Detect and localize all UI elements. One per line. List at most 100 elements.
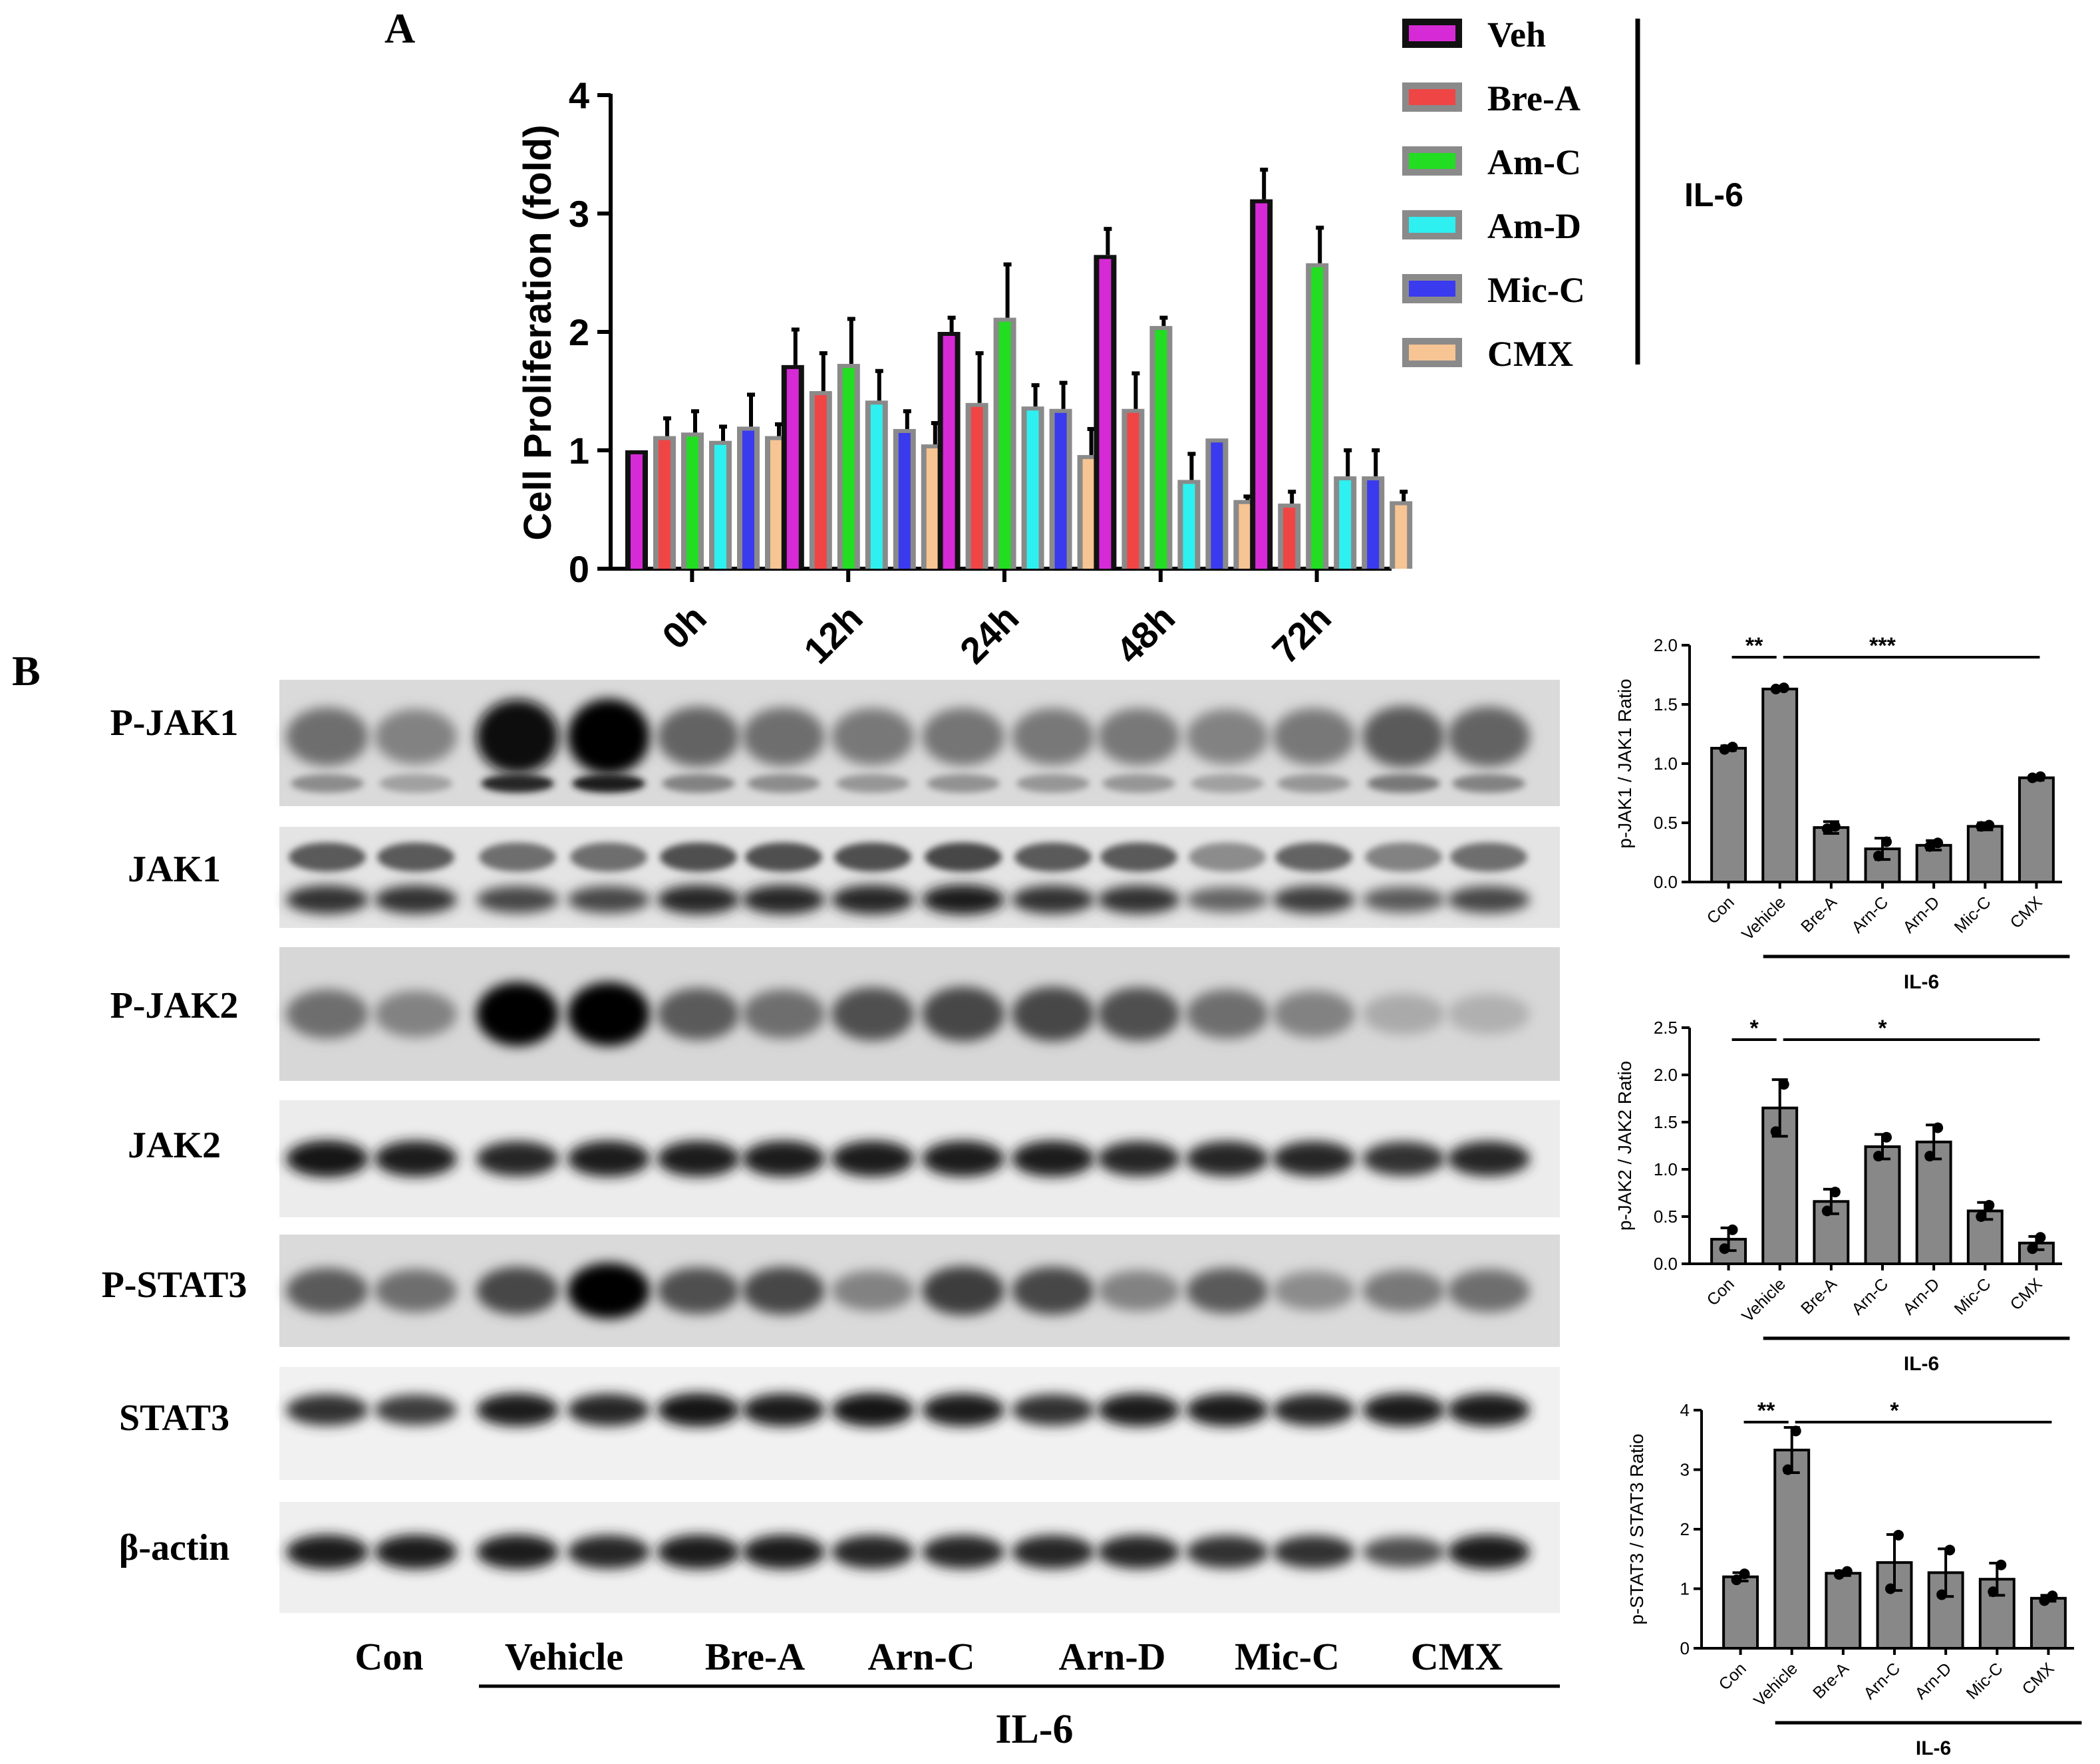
blot-band-upper xyxy=(925,842,1002,872)
ratio-bar-arn-d xyxy=(1915,837,1952,883)
x-tick-label: Bre-A xyxy=(1809,1659,1853,1702)
blot-band xyxy=(657,1535,740,1570)
blot-band xyxy=(286,707,369,766)
blot-band xyxy=(567,1262,650,1319)
blot-band xyxy=(1362,1270,1445,1312)
y-tick-label: 1 xyxy=(569,430,589,472)
data-point xyxy=(1719,744,1730,755)
blot-band xyxy=(476,1393,559,1427)
blot-strip-p-jak2 xyxy=(279,947,1560,1081)
y-tick-label: 3 xyxy=(1680,1460,1690,1480)
data-point xyxy=(1893,1529,1904,1541)
blot-band xyxy=(742,707,825,766)
bar-bre-a-24h xyxy=(965,351,988,569)
bar-mic-c-0h xyxy=(737,392,760,569)
data-point xyxy=(1936,1589,1948,1600)
legend-item-bre-a: Bre-A xyxy=(1402,78,1580,118)
data-point xyxy=(1932,1122,1944,1133)
ratio-bar xyxy=(1825,1572,1862,1650)
bar-fill xyxy=(1054,412,1067,569)
ratio-bar xyxy=(1773,1448,1811,1650)
y-tick-label: 4 xyxy=(1680,1400,1690,1420)
blot-row-label: JAK2 xyxy=(128,1125,221,1166)
blot-band-lower xyxy=(836,774,909,793)
blot-band xyxy=(831,708,914,766)
y-tick-label: 0 xyxy=(1680,1638,1690,1658)
blot-band xyxy=(1362,1141,1445,1176)
data-point xyxy=(2047,1590,2058,1602)
bar-fill xyxy=(1155,330,1167,569)
data-point xyxy=(1778,682,1789,694)
blot-band-lower xyxy=(662,774,735,793)
ratio-bar-arn-c xyxy=(1876,1529,1913,1650)
blot-band xyxy=(742,1266,825,1315)
data-point xyxy=(1988,1586,1999,1597)
legend-item-cmx: CMX xyxy=(1402,334,1573,374)
blot-band xyxy=(1098,1141,1180,1177)
y-tick-label: 4 xyxy=(569,74,589,116)
data-point xyxy=(2035,771,2046,782)
blot-band xyxy=(1273,885,1355,914)
bar-fill xyxy=(1339,480,1352,569)
bar-am-d-0h xyxy=(709,424,732,569)
y-axis-label: p-JAK1 / JAK1 Ratio xyxy=(1614,678,1635,848)
blot-band xyxy=(922,1535,1004,1569)
blot-band xyxy=(657,988,740,1040)
y-tick-label: 3 xyxy=(569,193,589,235)
blot-band xyxy=(1447,706,1530,767)
blot-band xyxy=(1273,1270,1355,1311)
bar-fill xyxy=(870,404,883,569)
legend-swatch xyxy=(1409,25,1455,41)
data-point xyxy=(1739,1568,1750,1580)
blot-strip-jak2 xyxy=(279,1100,1560,1217)
blot-group-label: Bre-A xyxy=(705,1635,805,1678)
blot-band xyxy=(375,1535,457,1570)
y-tick-label: 1.5 xyxy=(1654,694,1678,714)
bar-fill xyxy=(1367,480,1380,569)
y-tick-label: 0.5 xyxy=(1654,1207,1678,1227)
blot-band xyxy=(1362,993,1445,1035)
ratio-bar-arn-c xyxy=(1864,836,1901,884)
data-point xyxy=(1924,841,1936,852)
blot-group-label: CMX xyxy=(1411,1635,1503,1678)
blot-band xyxy=(375,990,457,1038)
data-point xyxy=(1829,821,1841,832)
blot-band xyxy=(1012,708,1094,766)
bar-fill xyxy=(786,368,799,569)
y-tick-label: 0.0 xyxy=(1654,1254,1678,1274)
bar-cmx-72h xyxy=(1390,490,1413,569)
blot-band xyxy=(375,1141,457,1177)
il6-bracket-label: IL-6 xyxy=(995,1707,1073,1752)
ratio-bar-mic-c xyxy=(1978,1559,2016,1650)
blot-band xyxy=(657,885,740,915)
blot-band xyxy=(742,989,825,1039)
data-point xyxy=(1924,1151,1936,1162)
group-label: IL-6 xyxy=(1916,1737,1951,1759)
group-label: IL-6 xyxy=(1904,1353,1939,1375)
y-axis-label: p-JAK2 / JAK2 Ratio xyxy=(1614,1061,1635,1231)
blot-band-upper xyxy=(745,842,822,872)
ratio-bar-arn-c xyxy=(1864,1131,1901,1266)
data-point xyxy=(1719,1243,1730,1254)
blot-group-label: Con xyxy=(355,1635,423,1678)
blot-band xyxy=(286,885,369,914)
blot-band xyxy=(742,1141,825,1177)
y-tick-label: 0.0 xyxy=(1654,872,1678,892)
bar-veh-12h xyxy=(781,327,804,569)
blot-band xyxy=(831,885,914,915)
panel-label-a: A xyxy=(384,5,415,52)
data-point xyxy=(1944,1544,1956,1556)
x-tick-label: Vehicle xyxy=(1750,1659,1801,1710)
blot-band xyxy=(1273,990,1355,1038)
bar-fill xyxy=(686,436,698,569)
bar-fill xyxy=(1082,459,1095,569)
blot-band-lower xyxy=(572,774,645,793)
blot-band xyxy=(1186,708,1269,765)
bar-mic-c-12h xyxy=(893,409,916,569)
blot-band xyxy=(1186,1535,1269,1568)
legend-swatch xyxy=(1409,89,1455,105)
bar-fill xyxy=(998,321,1011,569)
bar-am-c-0h xyxy=(681,409,704,569)
y-tick-label: 1.0 xyxy=(1654,1159,1678,1179)
